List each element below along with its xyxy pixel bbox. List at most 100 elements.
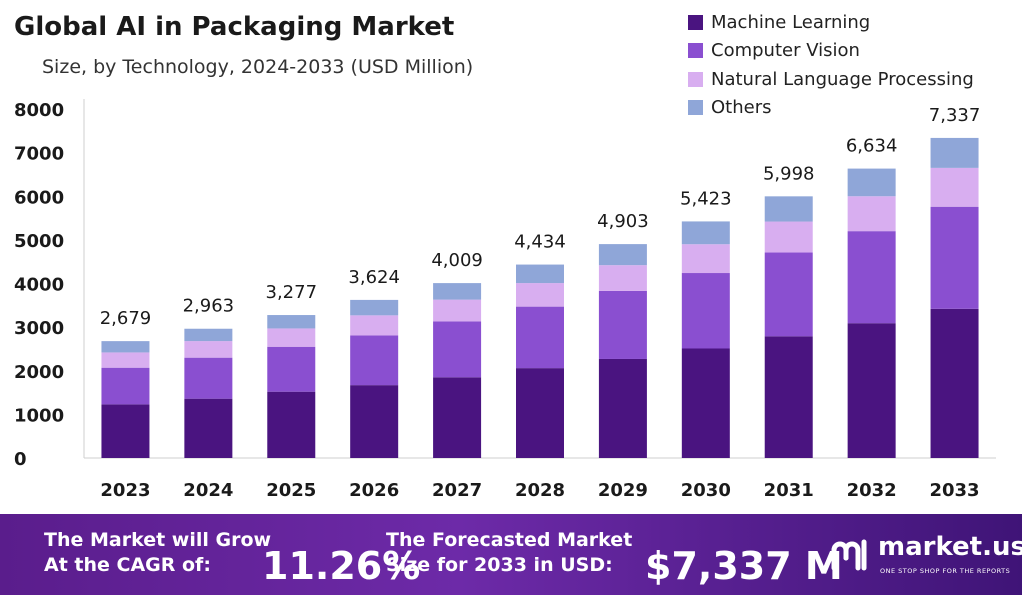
bar-segment-machine-learning: [433, 377, 482, 458]
bar-segment-others: [598, 244, 647, 266]
bar-segment-others: [184, 328, 233, 342]
bar-segment-machine-learning: [267, 391, 316, 458]
bar-segment-machine-learning: [101, 404, 150, 458]
forecast-label: The Forecasted Market Size for 2033 in U…: [386, 528, 632, 578]
legend-item-computer-vision: Computer Vision: [688, 37, 974, 66]
cagr-label: The Market will Grow At the CAGR of:: [44, 528, 271, 578]
bar-total-label: 3,624: [348, 267, 400, 288]
legend-swatch-nlp: [688, 71, 703, 87]
bar-total-label: 2,963: [183, 296, 235, 317]
bar-segment-computer-vision: [764, 252, 813, 337]
bar-segment-machine-learning: [598, 358, 647, 458]
y-tick-label: 5000: [14, 231, 64, 252]
bar-segment-computer-vision: [350, 335, 399, 386]
bar-segment-computer-vision: [598, 290, 647, 359]
bar-segment-machine-learning: [516, 368, 564, 458]
x-tick-label: 2024: [183, 480, 233, 501]
bar-segment-computer-vision: [516, 306, 564, 369]
bar-segment-others: [350, 299, 399, 316]
bar-segment-machine-learning: [681, 348, 730, 458]
bar-segment-natural-language-processing: [184, 341, 233, 358]
y-tick-label: 4000: [14, 275, 64, 296]
bar-segment-computer-vision: [184, 357, 233, 399]
y-tick-label: 7000: [14, 144, 64, 165]
bar-total-label: 2,679: [100, 308, 152, 329]
y-tick-label: 2000: [14, 362, 64, 383]
bar-segment-others: [433, 283, 482, 300]
legend-label: Computer Vision: [711, 40, 860, 62]
legend-swatch-others: [688, 100, 703, 116]
bar-segment-natural-language-processing: [930, 167, 979, 207]
forecast-value: $7,337 M: [645, 544, 843, 588]
bar-total-label: 3,277: [266, 282, 318, 303]
bar-total-label: 4,903: [597, 211, 649, 232]
brand-tagline: ONE STOP SHOP FOR THE REPORTS: [880, 567, 1011, 575]
x-tick-label: 2030: [681, 480, 731, 501]
bar-segment-computer-vision: [930, 206, 979, 309]
bar-segment-others: [101, 341, 150, 353]
bar-segment-natural-language-processing: [516, 283, 564, 307]
cagr-value: 11.26%: [262, 544, 421, 588]
x-tick-label: 2032: [847, 480, 897, 501]
bar-segment-machine-learning: [847, 323, 896, 458]
x-tick-label: 2028: [515, 480, 565, 501]
legend-swatch-computer-vision: [688, 43, 703, 59]
bar-segment-natural-language-processing: [681, 244, 730, 274]
legend-label: Machine Learning: [711, 11, 871, 33]
bar-total-label: 5,998: [763, 163, 815, 184]
forecast-line-1: The Forecasted Market: [386, 529, 633, 551]
bar-segment-computer-vision: [101, 367, 150, 405]
bar-segment-natural-language-processing: [598, 265, 647, 291]
legend-label: Natural Language Processing: [711, 68, 974, 90]
bar-total-label: 4,434: [514, 232, 566, 253]
stacked-bar-chart: 0 1000 2000 3000 4000 5000 6000 7000 8000 2,679 20…: [14, 99, 996, 501]
x-tick-label: 2033: [929, 480, 979, 501]
legend-item-nlp: Natural Language Processing: [688, 65, 974, 94]
y-tick-label: 3000: [14, 318, 64, 339]
market-us-logo-icon: [831, 539, 867, 571]
bar-segment-machine-learning: [930, 308, 979, 458]
chart-subtitle: Size, by Technology, 2024-2033 (USD Mill…: [42, 56, 474, 78]
bar-total-label: 6,634: [846, 136, 898, 157]
bar-total-label: 5,423: [680, 188, 732, 209]
x-tick-label: 2026: [349, 480, 399, 501]
bar-segment-others: [764, 196, 813, 222]
bar-segment-others: [847, 168, 896, 197]
x-tick-label: 2025: [266, 480, 316, 501]
footer-banner: The Market will Grow At the CAGR of: 11.…: [0, 514, 1022, 595]
legend: Machine Learning Computer Vision Natural…: [688, 8, 974, 122]
bar-segment-machine-learning: [184, 398, 233, 458]
bar-total-label: 7,337: [929, 105, 981, 126]
bar-segment-natural-language-processing: [101, 352, 150, 368]
bar-segment-natural-language-processing: [267, 328, 316, 347]
bar-segment-computer-vision: [267, 346, 316, 392]
bar-segment-computer-vision: [433, 321, 482, 378]
bar-segment-computer-vision: [681, 273, 730, 349]
bar-segment-others: [516, 264, 564, 284]
bar-segment-others: [267, 315, 316, 329]
bar-segment-computer-vision: [847, 231, 896, 324]
x-tick-label: 2023: [100, 480, 150, 501]
x-tick-label: 2031: [764, 480, 814, 501]
bar-segment-natural-language-processing: [350, 315, 399, 336]
y-tick-label: 1000: [14, 405, 64, 426]
y-tick-label: 0: [14, 449, 27, 470]
brand-name: market.us: [878, 532, 1022, 562]
forecast-line-2: Size for 2033 in USD:: [386, 554, 613, 576]
legend-item-machine-learning: Machine Learning: [688, 8, 974, 37]
bar-segment-others: [930, 137, 979, 168]
legend-swatch-machine-learning: [688, 14, 703, 30]
bar-segment-machine-learning: [350, 385, 399, 458]
cagr-line-2: At the CAGR of:: [44, 554, 211, 576]
y-tick-label: 6000: [14, 187, 64, 208]
legend-label: Others: [711, 97, 772, 119]
bar-segment-natural-language-processing: [433, 299, 482, 322]
chart-title: Global AI in Packaging Market: [14, 12, 455, 42]
bar-segment-natural-language-processing: [847, 196, 896, 232]
x-tick-label: 2027: [432, 480, 482, 501]
x-tick-label: 2029: [598, 480, 648, 501]
bar-segment-others: [681, 221, 730, 245]
legend-item-others: Others: [688, 94, 974, 123]
cagr-line-1: The Market will Grow: [44, 529, 272, 551]
bar-total-label: 4,009: [431, 250, 483, 271]
